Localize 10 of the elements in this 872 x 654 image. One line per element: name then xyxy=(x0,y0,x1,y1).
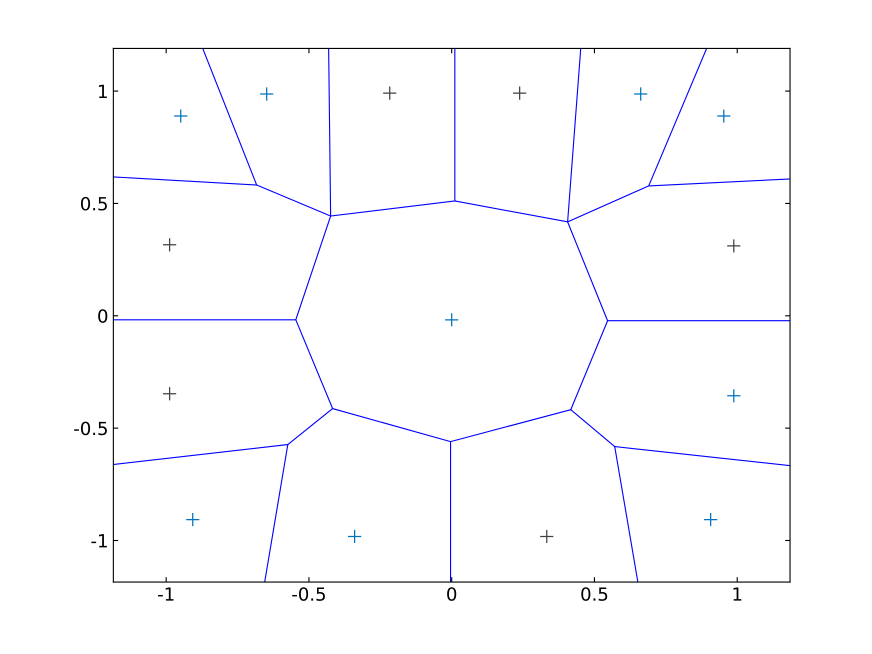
x-tick-label: 0 xyxy=(447,587,456,601)
x-tick-label: 1 xyxy=(733,587,742,601)
y-tick-label: 0 xyxy=(98,309,108,323)
y-tick-label: 1 xyxy=(98,84,107,98)
y-tick-label: 0.5 xyxy=(80,196,107,211)
y-tick-label: -0.5 xyxy=(74,422,107,436)
x-tick-label: 0.5 xyxy=(581,587,608,601)
x-tick-label: -1 xyxy=(158,587,174,601)
x-tick-label: -0.5 xyxy=(292,587,325,601)
y-tick-label: -1 xyxy=(91,534,107,548)
